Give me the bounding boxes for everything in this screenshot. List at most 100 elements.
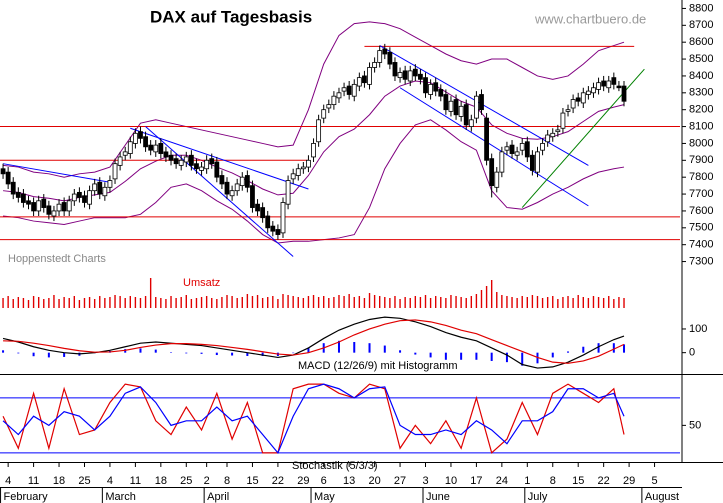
candle-body <box>402 70 408 80</box>
month-label: June <box>426 491 450 503</box>
candle-body <box>163 151 169 158</box>
candle-body <box>239 176 245 187</box>
histogram-bar <box>597 343 600 353</box>
candle-body <box>570 99 576 109</box>
candle-body <box>275 229 281 235</box>
candle-body <box>428 83 433 95</box>
candle-body <box>555 129 561 133</box>
candle-body <box>46 205 52 215</box>
x-tick-label: 18 <box>155 475 167 487</box>
month-label: April <box>207 491 229 503</box>
indicator-line <box>2 383 625 454</box>
macd-label: MACD (12/26/9) mit Histogramm <box>298 360 458 372</box>
candle-body <box>234 183 240 192</box>
y-tick-label: 8500 <box>689 53 713 65</box>
histogram-bar <box>63 352 66 357</box>
histogram-bar <box>429 352 432 358</box>
candle-body <box>66 200 72 212</box>
candle-body <box>418 73 423 80</box>
candle-body <box>529 154 535 171</box>
volume-label: Umsatz <box>183 277 220 289</box>
histogram-bar <box>261 352 264 356</box>
x-tick-label: 11 <box>130 475 141 487</box>
candle-body <box>290 173 296 180</box>
histogram-bar <box>368 343 371 353</box>
candle-body <box>112 163 118 180</box>
candle-body <box>194 163 199 170</box>
candle-body <box>524 141 530 158</box>
candle-body <box>122 151 128 156</box>
y-tick-label: 8200 <box>689 104 713 116</box>
x-tick-label: 2 <box>204 475 210 487</box>
candle-body <box>255 203 260 212</box>
x-tick-label: 5 <box>651 475 657 487</box>
histogram-bar <box>551 352 554 358</box>
histogram-bar <box>612 343 615 353</box>
bollinger-band <box>2 21 625 178</box>
indicator-line <box>3 319 625 364</box>
candle-body <box>448 100 454 112</box>
histogram-bar <box>460 352 463 360</box>
candle-body <box>41 198 47 208</box>
candle-body <box>158 143 164 154</box>
candle-body <box>321 109 327 119</box>
x-tick-label: 25 <box>180 475 192 487</box>
x-tick-label: 22 <box>598 475 610 487</box>
candle-body <box>87 190 92 205</box>
candle-body <box>606 80 612 89</box>
candle-body <box>479 94 484 111</box>
candle-body <box>148 144 154 151</box>
candle-body <box>260 207 266 219</box>
histogram-bar <box>47 352 50 358</box>
candle-body <box>585 90 591 95</box>
month-label: May <box>314 491 335 503</box>
candle-body <box>183 156 189 163</box>
x-tick-label: 15 <box>246 475 258 487</box>
candle-body <box>575 97 581 102</box>
candle-body <box>484 117 489 161</box>
credit: Hoppenstedt Charts <box>8 253 106 265</box>
x-tick-label: 22 <box>272 475 284 487</box>
indicator-line <box>2 316 625 369</box>
candle-body <box>295 168 301 176</box>
x-tick-label: 29 <box>297 475 309 487</box>
candle-body <box>499 151 505 173</box>
y-tick-label: 7600 <box>689 205 713 217</box>
source: www.chartbuero.de <box>534 11 646 26</box>
x-tick-label: 27 <box>394 475 406 487</box>
candle-body <box>204 159 210 170</box>
histogram-bar <box>337 340 340 353</box>
candle-body <box>244 175 250 188</box>
candle-body <box>611 77 617 85</box>
candle-body <box>616 85 622 89</box>
x-tick-label: 13 <box>343 475 355 487</box>
candle-body <box>514 151 520 156</box>
candle-body <box>550 132 556 138</box>
candle-body <box>5 171 11 185</box>
candle-body <box>173 158 179 165</box>
candle-body <box>341 87 347 92</box>
candle-body <box>519 143 525 151</box>
candle-body <box>107 180 113 188</box>
candle-body <box>26 200 31 205</box>
x-tick-label: 24 <box>496 475 508 487</box>
candle-body <box>265 215 271 229</box>
candle-body <box>71 193 77 202</box>
candle-body <box>356 77 362 87</box>
chart-title: DAX auf Tagesbasis <box>150 7 312 26</box>
candle-body <box>560 112 566 129</box>
x-tick-label: 4 <box>5 475 11 487</box>
candle-body <box>362 75 367 84</box>
histogram-bar <box>139 348 142 353</box>
candle-body <box>336 92 342 99</box>
stochastic-label: Stochastik (5/3/3) <box>292 460 378 472</box>
y-tick-label: 7400 <box>689 239 713 251</box>
histogram-bar <box>2 350 5 353</box>
candle-body <box>92 183 98 192</box>
y-tick-label: 7900 <box>689 154 713 166</box>
candle-body <box>535 151 540 173</box>
histogram-bar <box>399 350 402 353</box>
x-tick-label: 25 <box>78 475 90 487</box>
